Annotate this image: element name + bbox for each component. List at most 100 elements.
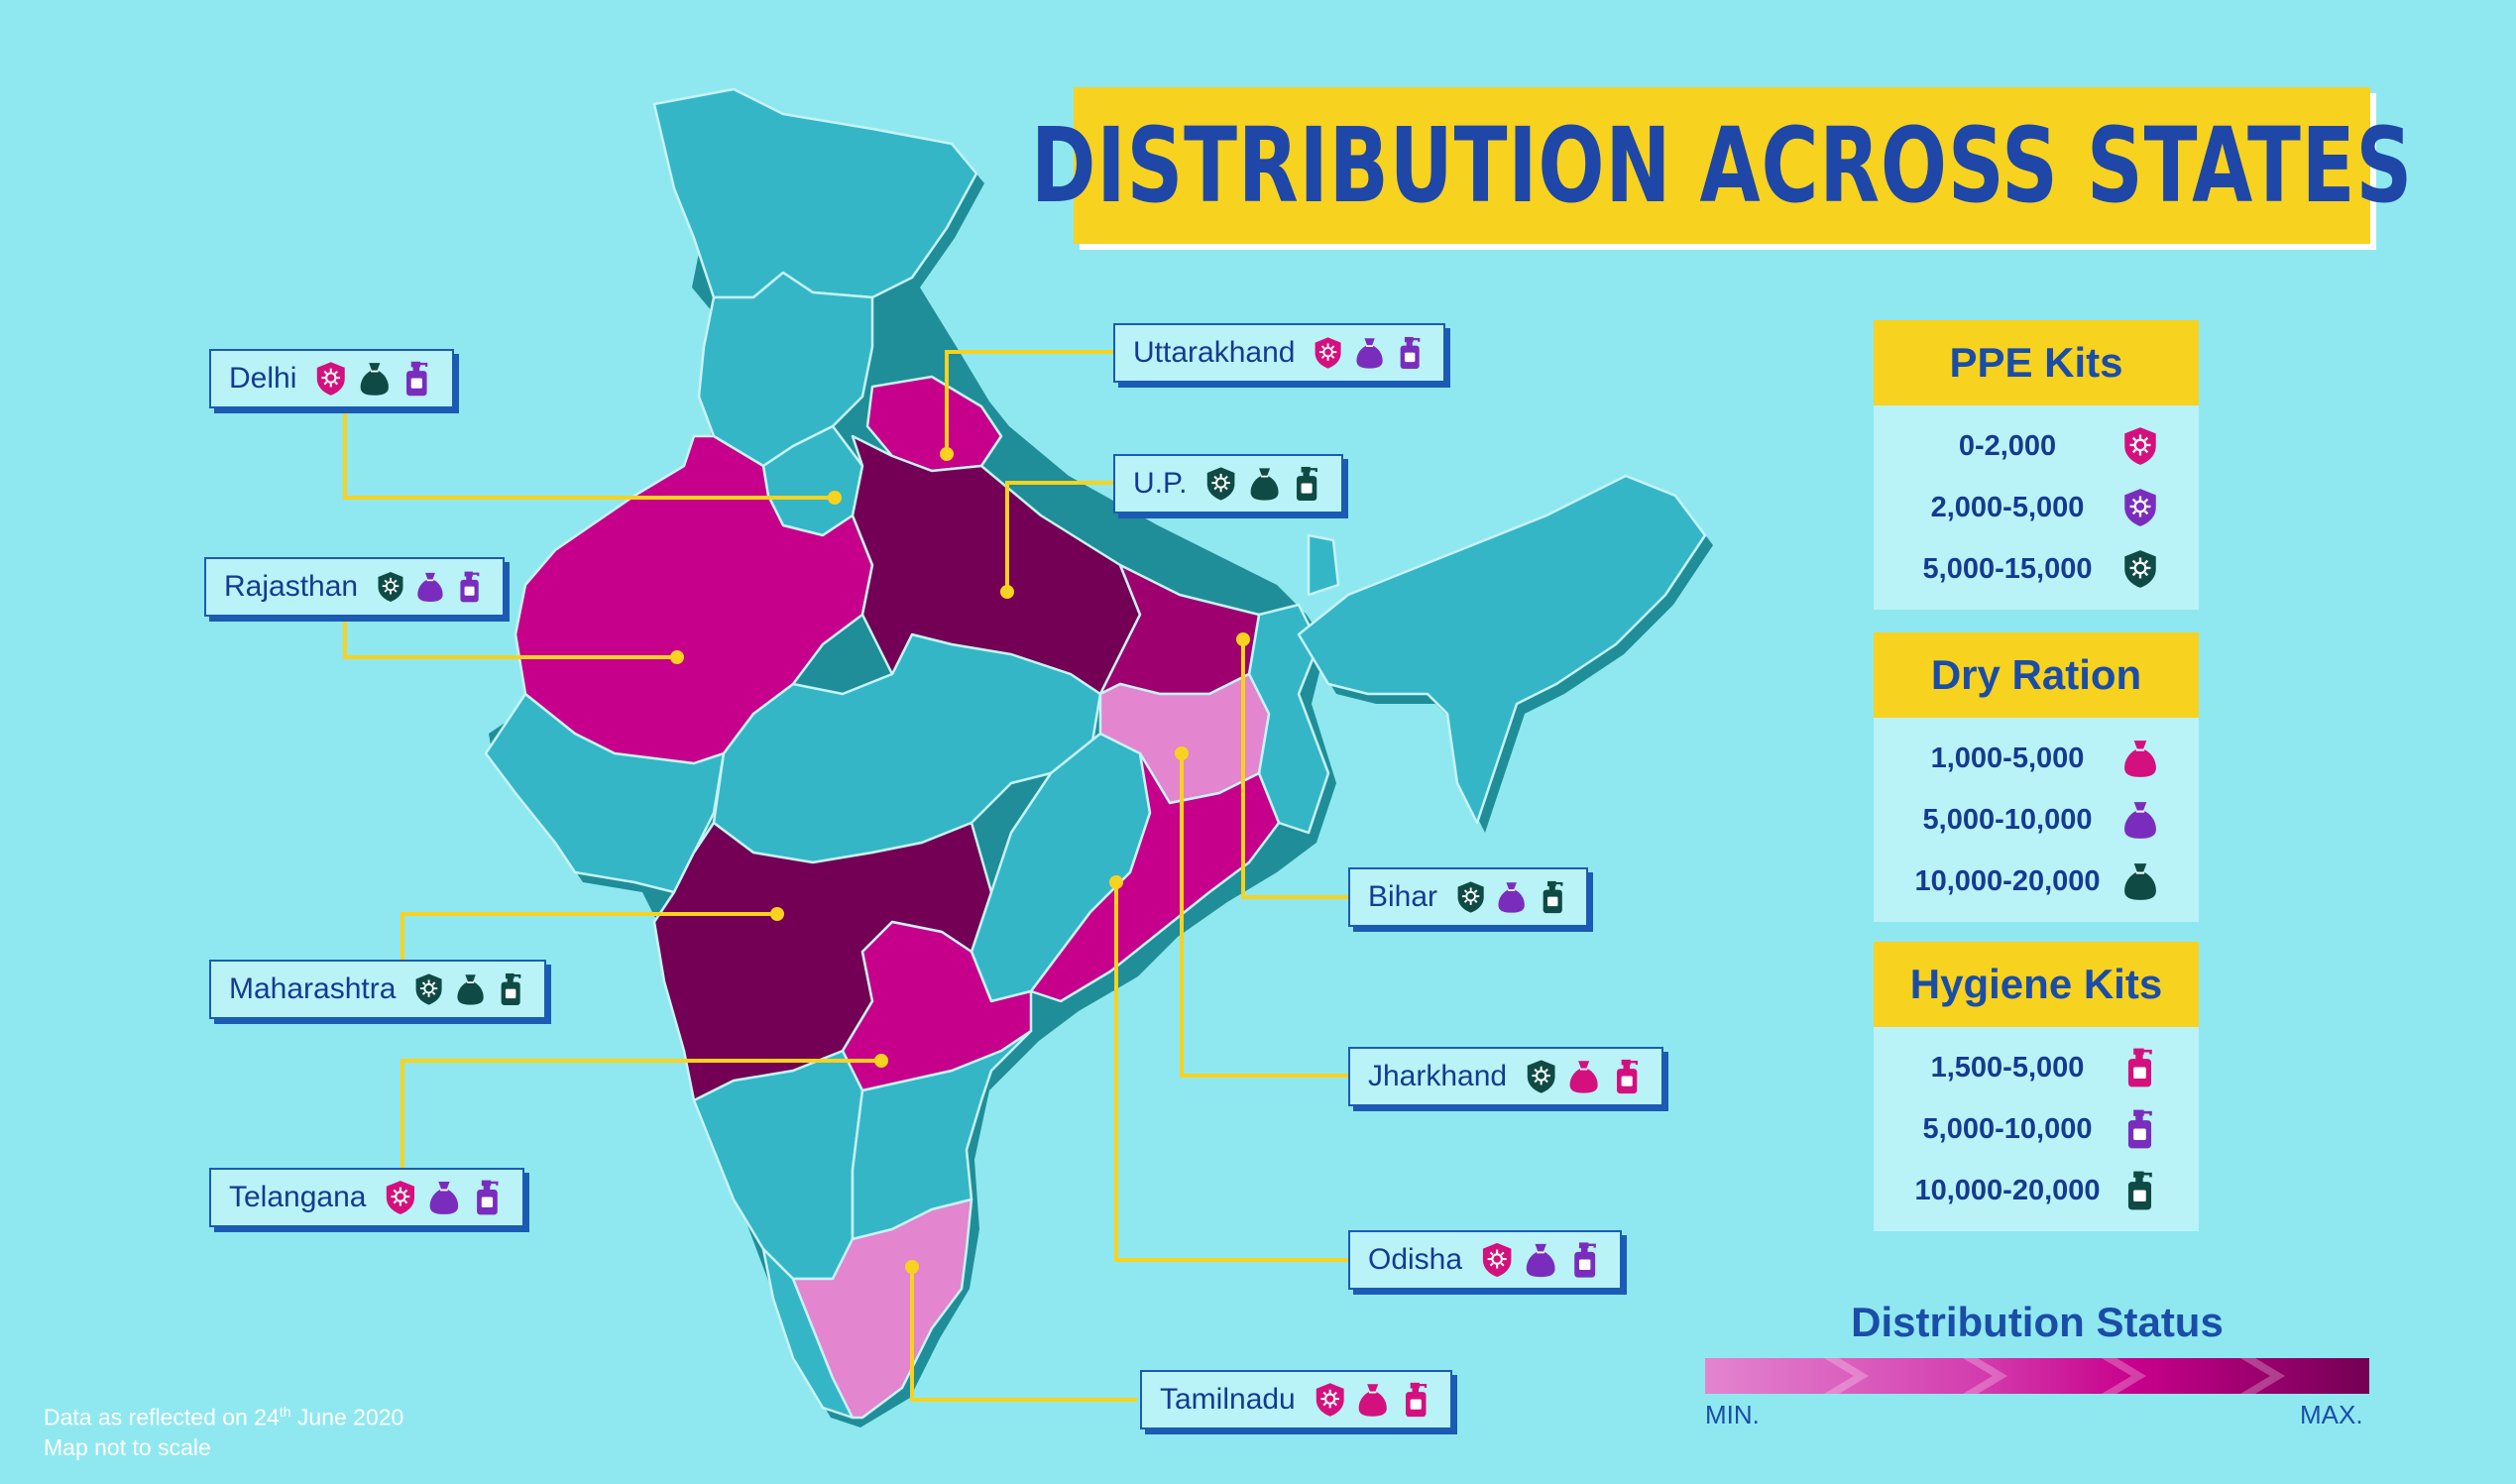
state-name: Maharashtra bbox=[229, 972, 397, 1005]
footnote-scale: Map not to scale bbox=[44, 1434, 211, 1460]
footnote-date: Data as reflected on 24th June 2020 bbox=[44, 1404, 403, 1431]
hygiene-10000-20000-icon bbox=[1542, 880, 1563, 914]
legend-range: 1,500-5,000 bbox=[1930, 1051, 2085, 1084]
ration-5000-10000-icon bbox=[2123, 801, 2157, 840]
title-banner: DISTRIBUTION ACROSS STATES bbox=[1030, 87, 2414, 244]
legend-row: 5,000-10,000 bbox=[1874, 1098, 2199, 1160]
ration-1000-5000-icon bbox=[1569, 1060, 1599, 1094]
state-label-rajasthan: Rajasthan bbox=[204, 557, 505, 617]
legend-row: 1,500-5,000 bbox=[1874, 1037, 2199, 1098]
ppe-5000-15000-icon bbox=[415, 972, 443, 1006]
hygiene-10000-20000-icon bbox=[2127, 1170, 2152, 1211]
hygiene-1500-5000-icon bbox=[1616, 1059, 1638, 1094]
hygiene-1500-5000-icon bbox=[2127, 1047, 2152, 1088]
connector-odisha bbox=[1114, 882, 1348, 1262]
state-name: Uttarakhand bbox=[1133, 336, 1296, 369]
state-name: Rajasthan bbox=[224, 570, 359, 603]
legend-range: 5,000-10,000 bbox=[1922, 803, 2093, 836]
state-name: Delhi bbox=[229, 362, 297, 395]
legend-ration-title: Dry Ration bbox=[1874, 632, 2199, 718]
ppe-5000-15000-icon bbox=[1206, 466, 1236, 502]
connector-rajasthan bbox=[343, 620, 677, 659]
map-sikkim bbox=[1307, 533, 1340, 597]
ppe-0-2000-icon bbox=[316, 361, 347, 397]
ration-1000-5000-icon bbox=[1357, 1383, 1388, 1418]
legend-ration: Dry Ration 1,000-5,000 5,000-10,000 10,0… bbox=[1874, 632, 2199, 922]
ppe-5000-15000-icon bbox=[1526, 1059, 1556, 1094]
map-northeast bbox=[1297, 474, 1707, 825]
status-gradient-bar bbox=[1705, 1358, 2369, 1394]
state-name: Telangana bbox=[229, 1181, 367, 1213]
status-min-label: MIN. bbox=[1705, 1400, 1760, 1429]
state-label-up: U.P. bbox=[1113, 454, 1343, 514]
ration-5000-10000-icon bbox=[1526, 1242, 1556, 1279]
footnote-date-prefix: Data as reflected on 24 bbox=[44, 1404, 280, 1430]
legend-hygiene: Hygiene Kits 1,500-5,000 5,000-10,000 10… bbox=[1874, 942, 2199, 1231]
legend-hygiene-body: 1,500-5,000 5,000-10,000 10,000-20,000 bbox=[1874, 1027, 2199, 1231]
ppe-5000-15000-icon bbox=[1456, 880, 1485, 914]
hygiene-10000-20000-icon bbox=[1296, 466, 1317, 502]
hygiene-5000-10000-icon bbox=[2127, 1108, 2152, 1150]
ppe-5000-15000-icon bbox=[2123, 548, 2157, 590]
map-tamilnadu bbox=[791, 1198, 973, 1420]
hygiene-5000-10000-icon bbox=[1399, 336, 1421, 370]
hygiene-5000-10000-icon bbox=[476, 1179, 499, 1216]
state-label-bihar: Bihar bbox=[1348, 867, 1588, 927]
legend-range: 5,000-10,000 bbox=[1922, 1112, 2093, 1145]
ppe-0-2000-icon bbox=[1315, 1382, 1345, 1418]
legend-row: 10,000-20,000 bbox=[1874, 851, 2199, 912]
ppe-0-2000-icon bbox=[1481, 1241, 1513, 1279]
legend-row: 5,000-15,000 bbox=[1874, 538, 2199, 600]
ration-5000-10000-icon bbox=[416, 572, 444, 603]
legend-row: 2,000-5,000 bbox=[1874, 477, 2199, 538]
connector-maharashtra bbox=[400, 912, 777, 960]
hygiene-5000-10000-icon bbox=[459, 570, 480, 604]
connector-delhi bbox=[343, 411, 835, 500]
map-odisha bbox=[1029, 751, 1281, 1003]
legend-range: 10,000-20,000 bbox=[1914, 864, 2101, 897]
footnote-date-sup: th bbox=[279, 1404, 291, 1420]
legend-range: 10,000-20,000 bbox=[1914, 1174, 2101, 1206]
legend-ppe-title: PPE Kits bbox=[1874, 320, 2199, 405]
ppe-0-2000-icon bbox=[2123, 425, 2157, 467]
ppe-2000-5000-icon bbox=[2123, 487, 2157, 528]
state-name: Bihar bbox=[1368, 880, 1438, 913]
map-uttar-pradesh bbox=[851, 434, 1142, 696]
connector-tamilnadu bbox=[910, 1267, 1137, 1402]
legend-ppe: PPE Kits 0-2,000 2,000-5,000 5,000-15,00… bbox=[1874, 320, 2199, 610]
ration-1000-5000-icon bbox=[2123, 740, 2157, 778]
legend-range: 1,000-5,000 bbox=[1930, 742, 2085, 774]
connector-jharkhand bbox=[1180, 753, 1348, 1078]
status-max-label: MAX. bbox=[2300, 1400, 2363, 1429]
state-name: Tamilnadu bbox=[1160, 1383, 1296, 1416]
legend-row: 0-2,000 bbox=[1874, 415, 2199, 477]
footnote-date-suffix: June 2020 bbox=[290, 1404, 404, 1430]
page-title: DISTRIBUTION ACROSS STATES bbox=[1030, 105, 2414, 226]
ration-10000-20000-icon bbox=[359, 362, 390, 397]
legend-hygiene-title: Hygiene Kits bbox=[1874, 942, 2199, 1027]
ration-5000-10000-icon bbox=[429, 1181, 460, 1215]
connector-uttarakhand bbox=[945, 350, 1113, 454]
legend-ration-body: 1,000-5,000 5,000-10,000 10,000-20,000 bbox=[1874, 718, 2199, 922]
ppe-5000-15000-icon bbox=[377, 571, 404, 603]
legend-row: 5,000-10,000 bbox=[1874, 789, 2199, 851]
legend-range: 2,000-5,000 bbox=[1930, 491, 2085, 523]
map-jharkhand bbox=[1098, 672, 1271, 805]
legend-ppe-body: 0-2,000 2,000-5,000 5,000-15,000 bbox=[1874, 405, 2199, 610]
state-name: U.P. bbox=[1133, 467, 1188, 500]
map-himachal-punjab bbox=[697, 271, 874, 468]
state-label-jharkhand: Jharkhand bbox=[1348, 1047, 1663, 1106]
state-label-maharashtra: Maharashtra bbox=[209, 960, 546, 1019]
status-title: Distribution Status bbox=[1851, 1299, 2224, 1345]
hygiene-5000-10000-icon bbox=[405, 361, 428, 397]
state-name: Jharkhand bbox=[1368, 1060, 1508, 1092]
state-label-odisha: Odisha bbox=[1348, 1230, 1622, 1290]
state-label-uttarakhand: Uttarakhand bbox=[1113, 323, 1445, 383]
connector-up bbox=[1005, 481, 1113, 592]
hygiene-10000-20000-icon bbox=[500, 972, 521, 1006]
connector-bihar bbox=[1241, 639, 1348, 899]
map-jammu-kashmir bbox=[652, 87, 978, 299]
ration-5000-10000-icon bbox=[1355, 337, 1384, 370]
